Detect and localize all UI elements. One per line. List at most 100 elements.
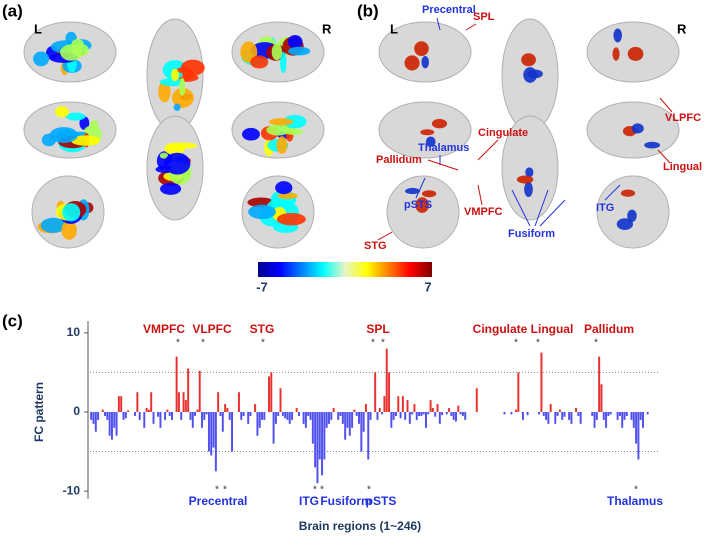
activation-blob bbox=[525, 167, 534, 178]
bar bbox=[418, 411, 421, 416]
region-label: VMPFC bbox=[464, 206, 503, 218]
activation-blob bbox=[287, 35, 303, 49]
bar bbox=[450, 411, 453, 416]
bar bbox=[337, 411, 340, 420]
activation-blob bbox=[248, 204, 276, 220]
bar bbox=[344, 411, 347, 440]
bar bbox=[618, 411, 621, 416]
activation-blob bbox=[631, 123, 644, 134]
bar bbox=[374, 372, 377, 412]
activation-blob bbox=[521, 53, 536, 67]
activation-blob bbox=[627, 209, 637, 223]
brain bbox=[596, 175, 670, 249]
hemisphere-label: R bbox=[677, 21, 687, 36]
significance-marker: * bbox=[201, 338, 205, 349]
bar bbox=[254, 404, 257, 412]
bar bbox=[258, 411, 261, 428]
bar bbox=[108, 411, 111, 436]
brain bbox=[586, 101, 680, 159]
bar bbox=[321, 411, 324, 476]
bar bbox=[441, 411, 444, 416]
bar bbox=[231, 411, 234, 452]
bar bbox=[364, 404, 367, 412]
bar bbox=[452, 411, 455, 420]
bar bbox=[281, 411, 284, 416]
significance-marker: * bbox=[261, 338, 265, 349]
bar bbox=[159, 411, 162, 428]
brain bbox=[146, 18, 205, 132]
bar bbox=[286, 411, 289, 420]
bar bbox=[309, 411, 312, 420]
bar bbox=[429, 400, 432, 412]
bar bbox=[267, 376, 270, 412]
bar bbox=[408, 411, 411, 424]
bar bbox=[609, 411, 612, 415]
bar bbox=[385, 348, 388, 412]
bar bbox=[542, 411, 545, 416]
bar bbox=[90, 411, 93, 420]
bar bbox=[558, 409, 561, 412]
bar bbox=[274, 411, 277, 424]
bar bbox=[97, 411, 100, 420]
activation-blob bbox=[425, 136, 436, 147]
bar bbox=[101, 409, 104, 412]
bar bbox=[207, 411, 210, 452]
bar bbox=[579, 411, 582, 424]
activation-blob bbox=[158, 81, 171, 103]
bar bbox=[217, 392, 220, 412]
bar bbox=[630, 411, 633, 420]
bar bbox=[448, 408, 451, 412]
activation-blob bbox=[160, 182, 182, 195]
bar bbox=[595, 411, 598, 420]
brain bbox=[501, 18, 559, 132]
activation-blob bbox=[266, 124, 290, 136]
bar bbox=[117, 396, 120, 412]
bar bbox=[279, 388, 282, 412]
bar bbox=[270, 372, 273, 412]
bar bbox=[598, 356, 601, 412]
bar bbox=[302, 411, 305, 424]
activation-blob bbox=[644, 141, 661, 149]
bar bbox=[205, 411, 208, 415]
activation-blob bbox=[71, 39, 84, 49]
bar bbox=[184, 400, 187, 412]
bar bbox=[475, 388, 478, 412]
bar bbox=[401, 396, 404, 412]
activation-blob bbox=[404, 55, 420, 71]
bar bbox=[367, 411, 370, 460]
brain bbox=[378, 21, 472, 83]
bar bbox=[521, 411, 524, 420]
bar bbox=[540, 352, 543, 412]
hemisphere-label: L bbox=[34, 21, 42, 36]
bar bbox=[607, 411, 610, 416]
annotation: Pallidum bbox=[584, 322, 634, 336]
bar bbox=[198, 370, 201, 412]
bar bbox=[311, 411, 314, 444]
activation-blob bbox=[169, 142, 198, 149]
annotation: Fusiform bbox=[320, 494, 371, 508]
bar bbox=[92, 411, 95, 424]
activation-blob bbox=[414, 41, 429, 56]
significance-marker: * bbox=[371, 338, 375, 349]
activation-blob bbox=[524, 181, 533, 198]
activation-blob bbox=[40, 217, 66, 233]
bar bbox=[288, 411, 291, 424]
activation-blob bbox=[65, 112, 86, 121]
bar bbox=[390, 411, 393, 428]
brain bbox=[31, 175, 105, 249]
bar bbox=[325, 411, 328, 428]
activation-blob bbox=[271, 43, 283, 61]
bar bbox=[152, 411, 155, 424]
bar bbox=[113, 411, 116, 428]
bar bbox=[593, 411, 596, 428]
y-tick-label: 10 bbox=[67, 325, 81, 339]
region-label: Pallidum bbox=[376, 154, 422, 166]
annotation: Thalamus bbox=[607, 494, 663, 508]
brain bbox=[231, 101, 325, 159]
activation-blob bbox=[627, 46, 644, 61]
bar bbox=[166, 409, 169, 412]
bar bbox=[353, 409, 356, 412]
bar bbox=[168, 411, 171, 416]
colorbar-label: 7 bbox=[424, 279, 431, 294]
